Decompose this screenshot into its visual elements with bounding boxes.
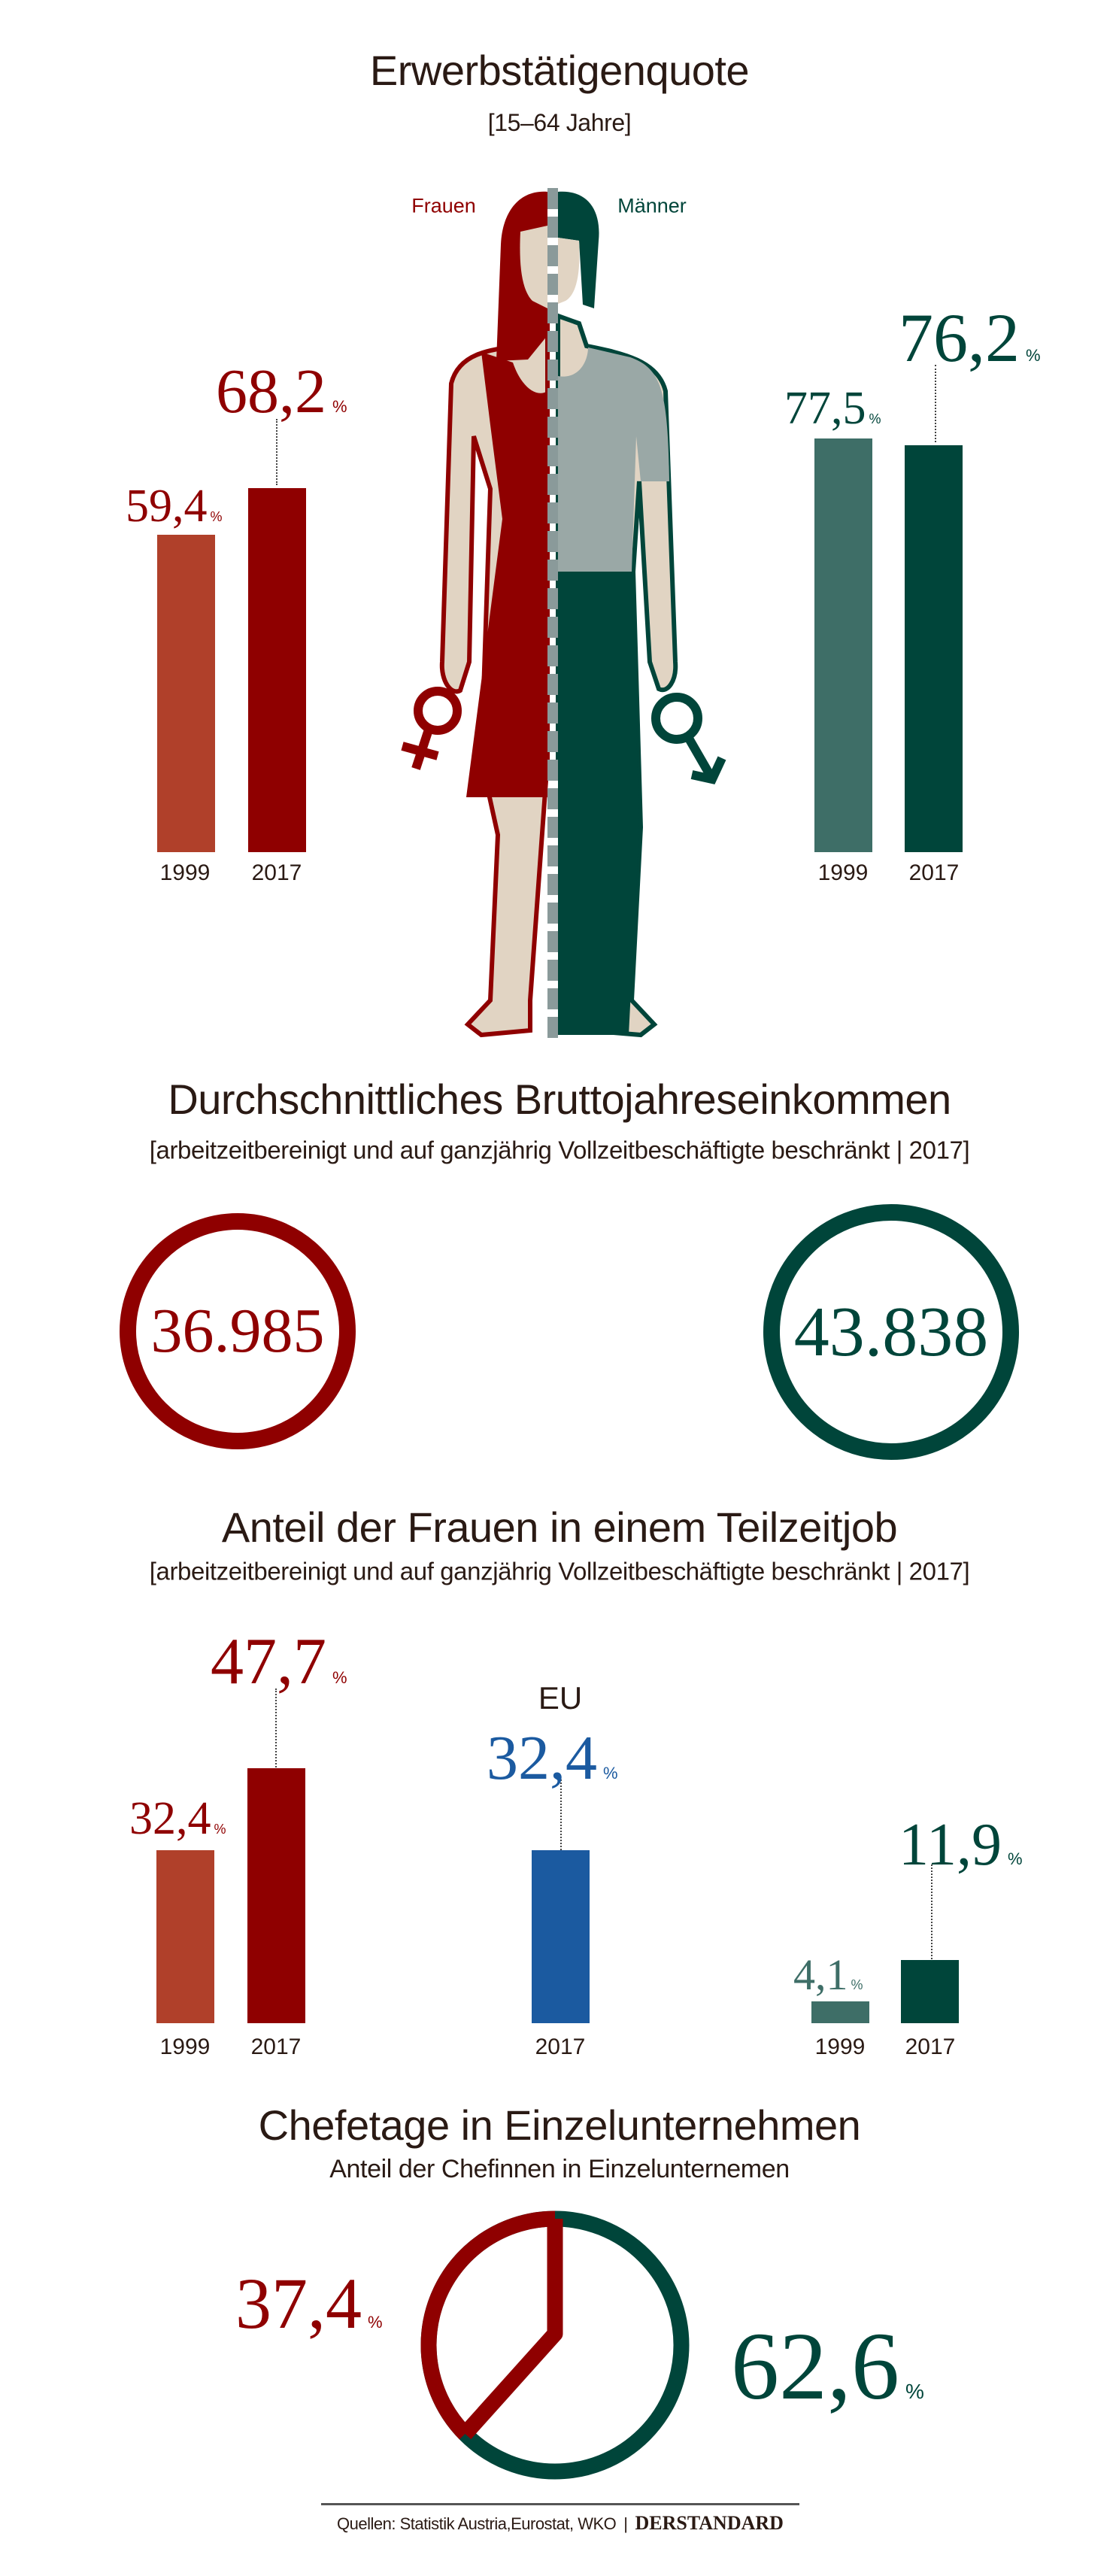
part-time-subtitle: [arbeitzeitbereinigt und auf ganzjährig … <box>149 1557 970 1585</box>
year-label: 2017 <box>250 2034 302 2059</box>
value-text: 76,2 <box>899 299 1020 376</box>
value-text: 37,4 <box>235 2263 362 2344</box>
value-text: 59,4 <box>126 481 208 532</box>
bar-men-2017 <box>901 1959 959 2023</box>
value-men-1999: 77,5% <box>784 385 881 432</box>
label-women: Frauen <box>411 194 476 217</box>
leader-line <box>931 1864 933 1959</box>
year-label: 1999 <box>817 860 869 885</box>
value-women-2017: 47,7% <box>211 1629 347 1695</box>
value-women-1999: 59,4% <box>126 483 223 529</box>
bar-men-1999 <box>811 2001 869 2023</box>
income-men-value: 43.838 <box>793 1293 989 1371</box>
year-label: 1999 <box>814 2034 866 2059</box>
value-boss-men: 62,6% <box>731 2318 924 2414</box>
year-label: 1999 <box>159 2034 211 2059</box>
year-label: 1999 <box>159 860 211 885</box>
leader-line <box>935 365 936 442</box>
value-text: 47,7 <box>211 1625 326 1698</box>
employment-title: Erwerbstätigenquote <box>369 47 750 94</box>
leader-line <box>276 419 277 485</box>
bar-women-1999 <box>156 1849 214 2023</box>
label-men: Männer <box>617 194 687 217</box>
percent-sign: % <box>332 397 347 416</box>
boss-title: Chefetage in Einzelunternehmen <box>258 2101 861 2149</box>
leader-line <box>275 1689 277 1767</box>
value-men-2017: 76,2% <box>899 303 1041 372</box>
value-text: 11,9 <box>899 1812 1002 1878</box>
pie-slice-women <box>420 2210 556 2440</box>
value-men-1999: 4,1% <box>793 1953 863 1997</box>
percent-sign: % <box>905 2380 924 2403</box>
percent-sign: % <box>1026 346 1041 365</box>
income-women-value: 36.985 <box>150 1296 325 1366</box>
bar-eu-2017 <box>532 1849 590 2023</box>
value-text: 62,6 <box>731 2313 899 2420</box>
employment-subtitle: [15–64 Jahre] <box>487 109 632 136</box>
man-figure-icon <box>556 191 678 1038</box>
woman-figure-icon <box>439 191 550 1038</box>
part-time-title: Anteil der Frauen in einem Teilzeitjob <box>221 1503 898 1551</box>
percent-sign: % <box>869 411 881 426</box>
value-text: 4,1 <box>793 1950 848 1999</box>
value-women-1999: 32,4% <box>129 1795 226 1842</box>
value-text: 32,4 <box>129 1793 211 1844</box>
boss-subtitle: Anteil der Chefinnen in Einzelunternemen <box>329 2155 790 2183</box>
percent-sign: % <box>332 1668 347 1687</box>
percent-sign: % <box>210 509 223 524</box>
year-label: 2017 <box>905 2034 956 2059</box>
value-boss-women: 37,4% <box>235 2268 383 2340</box>
year-label: 2017 <box>535 2034 586 2059</box>
year-label: 2017 <box>251 860 302 885</box>
value-text: 68,2 <box>216 357 326 426</box>
value-women-2017: 68,2% <box>216 360 347 423</box>
bar-women-2017 <box>247 1768 305 2023</box>
percent-sign: % <box>1008 1849 1023 1868</box>
male-symbol-icon <box>651 693 726 784</box>
brand-logo: DERSTANDARD <box>635 2512 784 2534</box>
pie-slice-women-edge <box>459 2219 563 2440</box>
leader-line <box>560 1780 562 1850</box>
income-subtitle: [arbeitzeitbereinigt und auf ganzjährig … <box>149 1136 970 1164</box>
value-men-2017: 11,9% <box>899 1815 1023 1875</box>
bar-men-1999 <box>814 438 872 852</box>
percent-sign: % <box>214 1822 226 1837</box>
percent-sign: % <box>603 1764 618 1783</box>
value-text: 77,5 <box>784 383 866 434</box>
income-title: Durchschnittliches Bruttojahreseinkommen <box>168 1076 951 1123</box>
bar-women-1999 <box>157 535 215 852</box>
footer-separator: | <box>623 2514 628 2533</box>
bar-men-2017 <box>905 445 963 852</box>
percent-sign: % <box>851 1977 863 1992</box>
year-label: 2017 <box>908 860 960 885</box>
value-eu-2017: 32,4% <box>487 1727 618 1790</box>
woman-man-figure-illustration <box>401 188 726 1045</box>
footer: Quellen: Statistik Austria,Eurostat, WKO… <box>321 2512 799 2535</box>
bar-women-2017 <box>248 487 306 852</box>
percent-sign: % <box>368 2313 383 2332</box>
footer-source: Quellen: Statistik Austria,Eurostat, WKO <box>337 2514 617 2533</box>
footer-rule <box>321 2503 799 2505</box>
value-text: 32,4 <box>487 1723 597 1793</box>
eu-label: EU <box>538 1680 583 1716</box>
female-symbol-icon <box>401 687 462 770</box>
